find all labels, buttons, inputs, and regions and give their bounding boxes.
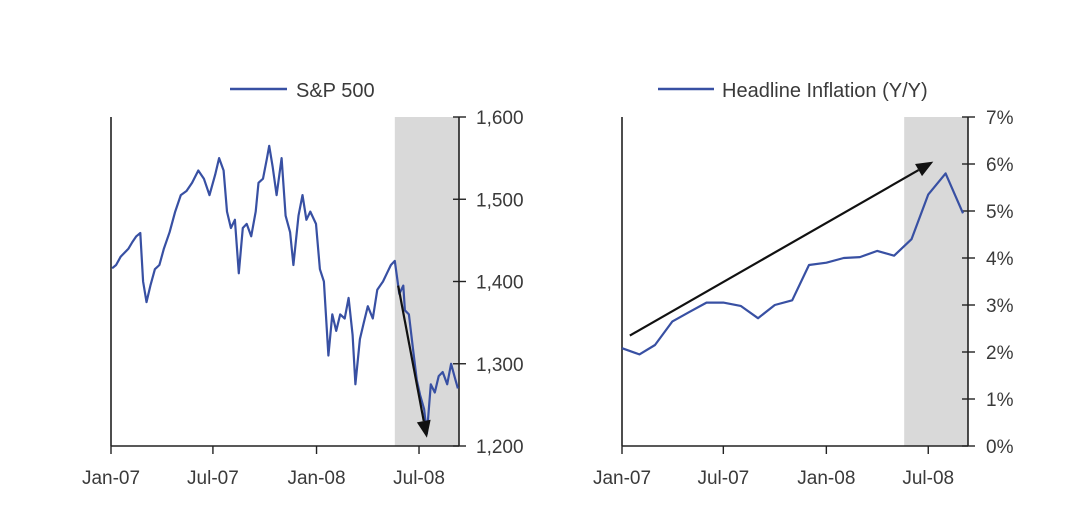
sp500-annotation-arrow-head [416,419,431,438]
sp500-series-line [111,144,459,435]
inflation-y-tick-label: 6% [986,155,1014,176]
inflation-x-tick-label: Jul-07 [697,468,749,489]
sp500-y-tick-label: 1,200 [476,437,524,458]
inflation-annotation-arrow-head [915,161,934,177]
inflation-y-tick-label: 2% [986,343,1014,364]
inflation-y-tick-label: 3% [986,296,1014,317]
inflation-series-line [621,172,965,356]
sp500-shaded-region [394,117,459,446]
inflation-legend-label: Headline Inflation (Y/Y) [722,80,928,102]
sp500-x-tick-label: Jan-07 [82,468,140,489]
sp500-x-tick-label: Jul-08 [393,468,445,489]
inflation-y-tick-label: 7% [986,108,1014,129]
inflation-x-tick-label: Jan-08 [797,468,855,489]
sp500-y-tick-label: 1,400 [476,273,524,294]
inflation-x-tick-label: Jan-07 [593,468,651,489]
inflation-y-tick-label: 4% [986,249,1014,270]
sp500-x-tick-label: Jul-07 [187,468,239,489]
inflation-annotation-arrow-shaft [629,169,920,337]
sp500-chart: 1,200 1,300 1,400 1,500 1,600 Jan-07 Jul-07 Jan… [82,80,524,489]
inflation-y-tick-label: 5% [986,202,1014,223]
sp500-annotation-arrow-shaft [397,285,425,422]
sp500-y-tick-label: 1,600 [476,108,524,129]
sp500-x-tick-label: Jan-08 [287,468,345,489]
inflation-x-tick-label: Jul-08 [902,468,954,489]
inflation-chart: 0% 1% 2% 3% 4% 5% 6% 7% Jan-07 Jul-07 Jan-08 Jul-08… [593,80,1014,489]
inflation-shaded-region [904,117,968,446]
sp500-legend-label: S&P 500 [296,80,375,102]
inflation-y-tick-label: 0% [986,437,1014,458]
inflation-y-tick-label: 1% [986,390,1014,411]
sp500-y-tick-label: 1,300 [476,355,524,376]
sp500-y-tick-label: 1,500 [476,190,524,211]
